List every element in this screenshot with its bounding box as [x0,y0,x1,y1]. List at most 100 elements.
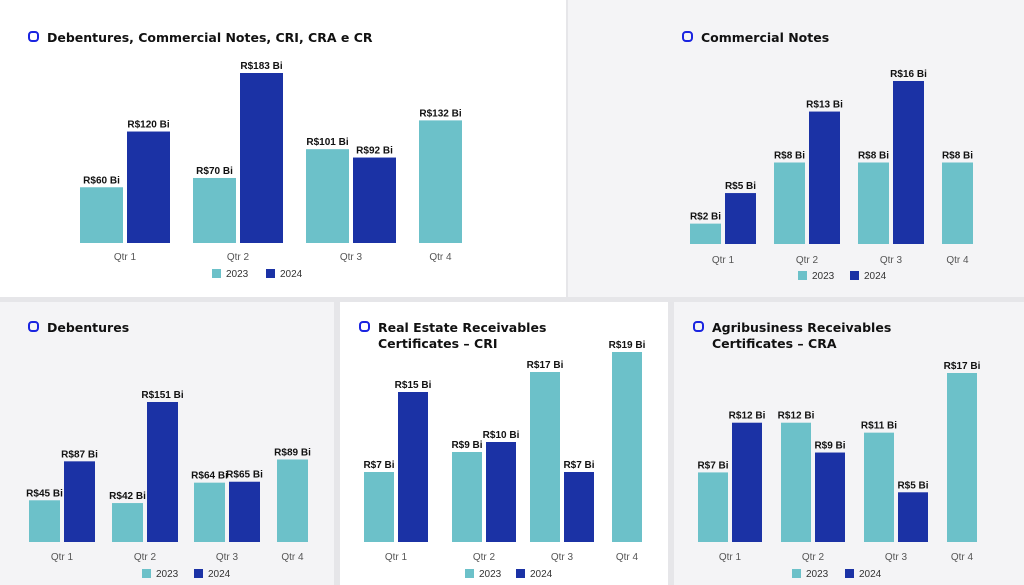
x-tick-label: Qtr 1 [51,552,74,563]
bar-2024-q1 [398,392,428,542]
bar-2024-q3 [898,492,928,542]
x-tick-label: Qtr 1 [719,552,742,563]
circle-bullet-icon [359,321,370,332]
data-label: R$7 Bi [697,460,728,471]
bar-chart-commercial-notes: R$2 Bi R$5 Bi Qtr 1 R$8 Bi R$13 Bi Qtr 2 R$8 B… [690,69,973,282]
legend-swatch-2023 [798,271,807,280]
legend-label: 2023 [226,269,249,280]
bar-2023-q2 [781,422,811,542]
legend-swatch-2024 [850,271,859,280]
x-tick-label: Qtr 1 [385,552,408,563]
chart-panel-commercial-notes: Commercial Notes R$2 Bi R$5 Bi Qtr 1 R$8 Bi… [568,0,1024,297]
data-label: R$183 Bi [240,61,282,72]
bar-2024-q2 [815,452,845,542]
bar-chart-cri: R$7 Bi R$15 Bi Qtr 1 R$9 BiR$10 Bi Qtr 2 R$17… [363,340,646,580]
bar-2024-q1 [64,461,95,542]
bar-2023-q2 [112,503,143,542]
legend-swatch-2024 [266,269,275,278]
data-label: R$70 Bi [196,166,233,177]
data-label: R$10 Bi [483,430,520,441]
x-tick-label: Qtr 2 [473,552,496,563]
legend-swatch-2023 [465,569,474,578]
legend-label: 2023 [156,569,179,580]
data-label: R$132 Bi [419,108,461,119]
bar-2023-q4 [612,352,642,542]
legend-swatch-2024 [194,569,203,578]
legend-label: 2023 [812,271,835,282]
data-label: R$12 Bi [778,411,815,422]
bar-2023-q3 [530,372,560,542]
legend-label: 2023 [806,569,829,580]
x-tick-label: Qtr 4 [616,552,639,563]
bar-2023-q1 [29,500,60,542]
chart-title: Debentures, Commercial Notes, CRI, CRA e… [47,30,373,45]
data-label: R$65 Bi [226,470,263,481]
bar-2023-q1 [690,223,721,244]
legend-label: 2024 [530,569,553,580]
data-label: R$8 Bi [942,151,973,162]
data-label: R$87 Bi [61,449,98,460]
bar-2024-q1 [127,131,170,243]
data-label: R$17 Bi [944,361,981,372]
data-label: R$19 Bi [609,340,646,351]
chart-panel-debentures: Debentures R$45 Bi R$87 Bi Qtr 1 R$42 Bi R$1… [0,302,334,585]
x-tick-label: Qtr 3 [880,255,903,266]
data-label: R$11 Bi [861,421,897,432]
bar-2023-q4 [942,162,973,244]
legend-label: 2024 [859,569,882,580]
bar-2023-q3 [194,482,225,542]
data-label: R$13 Bi [806,100,843,111]
data-label: R$45 Bi [26,488,63,499]
data-label: R$9 Bi [451,440,482,451]
data-label: R$89 Bi [274,447,311,458]
bar-chart-debentures: R$45 Bi R$87 Bi Qtr 1 R$42 Bi R$151 Bi Qtr 2 R… [26,390,311,580]
data-label: R$12 Bi [729,411,766,422]
circle-bullet-icon [693,321,704,332]
x-tick-label: Qtr 3 [551,552,574,563]
legend-swatch-2024 [516,569,525,578]
data-label: R$64 Bi [191,471,228,482]
x-tick-label: Qtr 2 [796,255,819,266]
bar-2024-q2 [240,73,283,243]
bar-2024-q1 [725,193,756,244]
legend-label: 2024 [864,271,887,282]
data-label: R$92 Bi [356,146,393,157]
chart-panel-total: Debentures, Commercial Notes, CRI, CRA e… [0,0,566,297]
x-tick-label: Qtr 4 [946,255,969,266]
bar-chart-total: R$60 Bi R$120 Bi Qtr 1 R$70 Bi R$183 Bi Qtr 2… [80,61,462,280]
legend-swatch-2023 [142,569,151,578]
x-tick-label: Qtr 2 [802,552,825,563]
data-label: R$7 Bi [363,460,394,471]
data-label: R$17 Bi [527,360,564,371]
x-tick-label: Qtr 4 [951,552,974,563]
bar-2024-q2 [486,442,516,542]
bar-2023-q1 [698,472,728,542]
legend-label: 2024 [208,569,231,580]
x-tick-label: Qtr 1 [114,252,137,263]
circle-bullet-icon [28,31,39,42]
data-label: R$15 Bi [395,380,432,391]
data-label: R$120 Bi [127,120,169,131]
x-tick-label: Qtr 2 [227,252,250,263]
bar-2024-q1 [732,422,762,542]
bar-2023-q4 [947,373,977,542]
x-tick-label: Qtr 3 [885,552,908,563]
chart-title: Real Estate Receivables Certificates – C… [378,320,547,351]
bar-chart-cra: R$7 Bi R$12 Bi Qtr 1 R$12 Bi R$9 Bi Qtr 2 R$11… [697,361,981,580]
data-label: R$9 Bi [814,441,845,452]
bar-2024-q3 [229,481,260,542]
data-label: R$5 Bi [897,480,928,491]
data-label: R$60 Bi [83,175,120,186]
x-tick-label: Qtr 4 [281,552,304,563]
bar-2023-q1 [364,472,394,542]
chart-title: Agribusiness Receivables Certificates – … [712,320,892,351]
chart-panel-cra: Agribusiness Receivables Certificates – … [674,302,1024,585]
x-tick-label: Qtr 3 [216,552,239,563]
chart-panel-cri: Real Estate Receivables Certificates – C… [340,302,668,585]
bar-2023-q2 [193,177,236,243]
bar-2023-q2 [452,452,482,542]
bar-2023-q4 [277,459,308,542]
data-label: R$101 Bi [306,137,348,148]
x-tick-label: Qtr 2 [134,552,157,563]
bar-2024-q2 [147,402,178,542]
